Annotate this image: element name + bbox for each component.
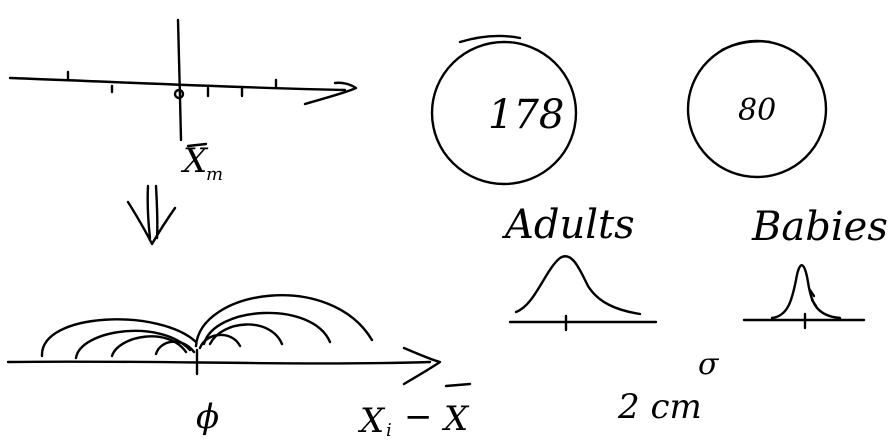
bottom-horizontal-axis (6, 360, 432, 365)
deviation-arc (110, 335, 188, 358)
notes-group: σ 2 cm (617, 347, 720, 427)
deviation-arc (74, 329, 192, 360)
down-arrow-icon (126, 184, 177, 246)
adults-bell-curve (514, 255, 642, 316)
adults-circle-overstroke (458, 34, 522, 44)
distributions-group: Adults Babies (501, 202, 888, 332)
mean-subscript: m (206, 164, 223, 185)
deviation-arc (194, 294, 374, 348)
adults-circle (430, 40, 578, 186)
babies-circle-overstroke (720, 40, 772, 52)
deviation-arc (202, 311, 332, 346)
horizontal-axis (8, 76, 347, 92)
deviation-arc (208, 323, 284, 346)
top-axis-group: X m (8, 18, 358, 246)
adults-label: Adults (501, 202, 635, 248)
bottom-axis-arrowhead (402, 346, 442, 386)
mean-label: X (180, 141, 209, 181)
babies-curve-hatch (808, 288, 818, 308)
babies-label: Babies (751, 204, 888, 250)
bottom-axis-group: ϕ X i − X (6, 294, 472, 441)
mean-bar (186, 142, 208, 148)
adults-value: 178 (488, 92, 564, 138)
deviation-bar (444, 382, 472, 388)
deviation-x: X (357, 401, 386, 441)
babies-value: 80 (738, 93, 776, 128)
spread-label: 2 cm (617, 387, 702, 427)
sigma-label: σ (698, 347, 720, 382)
deviation-minus: − (404, 397, 433, 437)
deviation-bar-x: X (441, 399, 470, 439)
circles-group: 178 80 (430, 34, 828, 186)
deviation-arc (198, 333, 242, 350)
deviation-subscript: i (386, 420, 392, 441)
origin-label: ϕ (196, 397, 219, 437)
deviation-arc (40, 318, 198, 358)
babies-bell-curve (770, 264, 842, 320)
horizontal-axis-arrowhead (303, 81, 358, 106)
origin-dot (173, 88, 185, 100)
vertical-axis (176, 18, 183, 142)
deviation-arc (154, 340, 196, 356)
